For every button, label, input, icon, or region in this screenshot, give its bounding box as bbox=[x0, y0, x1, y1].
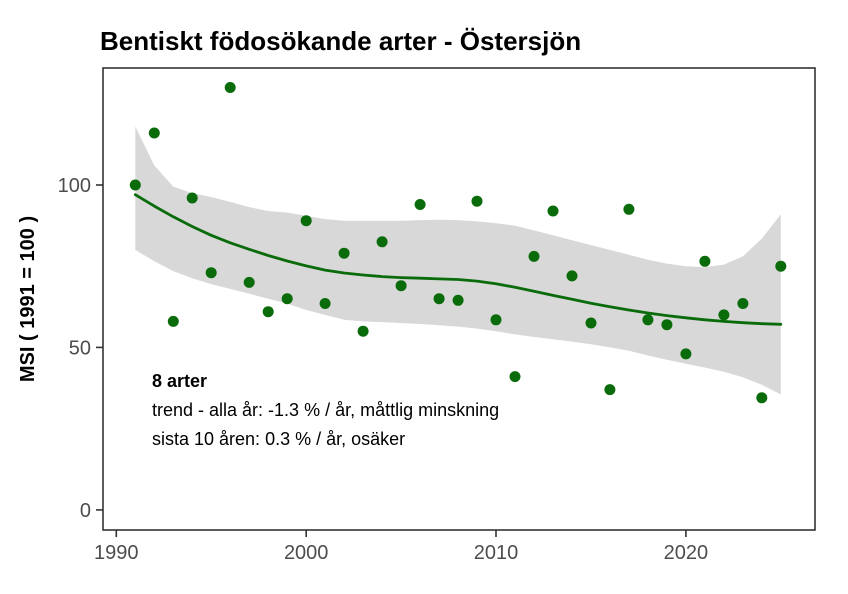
data-point bbox=[737, 298, 749, 309]
axes-layer: 1990 2000 2010 2020 0 50 100 bbox=[58, 175, 709, 564]
annotation-species-count: 8 arter bbox=[152, 371, 208, 391]
data-point bbox=[585, 317, 597, 329]
data-point bbox=[718, 309, 730, 321]
data-point bbox=[319, 298, 331, 309]
data-point bbox=[186, 192, 198, 204]
x-tick-label: 2020 bbox=[664, 542, 709, 564]
data-point bbox=[680, 348, 692, 360]
annotation-trend-all-years: trend - alla år: -1.3 % / år, måttlig mi… bbox=[152, 400, 500, 420]
data-point bbox=[623, 203, 635, 215]
confidence-band bbox=[135, 126, 781, 395]
data-point bbox=[509, 371, 521, 383]
data-point bbox=[452, 294, 464, 306]
data-point bbox=[528, 250, 540, 262]
panel-border bbox=[102, 67, 816, 531]
data-point bbox=[224, 82, 236, 93]
annotation-block: 8 arter trend - alla år: -1.3 % / år, må… bbox=[152, 367, 499, 454]
data-point bbox=[547, 205, 559, 217]
chart-title: Bentiskt födosökande arter - Östersjön bbox=[100, 26, 582, 56]
y-tick-label: 100 bbox=[58, 175, 91, 197]
data-point bbox=[756, 392, 768, 404]
data-point bbox=[642, 314, 654, 326]
data-point bbox=[300, 215, 312, 227]
confidence-band-layer bbox=[135, 126, 781, 395]
y-tick-label: 50 bbox=[69, 337, 91, 359]
trend-line bbox=[133, 193, 783, 326]
y-tick-label: 0 bbox=[80, 500, 91, 522]
data-point bbox=[661, 319, 673, 331]
data-point bbox=[205, 267, 217, 279]
data-point bbox=[433, 293, 445, 305]
data-point bbox=[376, 236, 388, 248]
data-point bbox=[129, 179, 141, 191]
data-point bbox=[281, 293, 293, 305]
data-point bbox=[148, 127, 160, 139]
data-point bbox=[395, 280, 407, 292]
y-axis-title: MSI ( 1991 = 100 ) bbox=[17, 216, 39, 382]
annotation-trend-last-10: sista 10 åren: 0.3 % / år, osäker bbox=[152, 429, 406, 449]
data-points-layer bbox=[129, 82, 787, 404]
data-point bbox=[243, 276, 255, 288]
data-point bbox=[699, 255, 711, 267]
data-point bbox=[414, 199, 426, 210]
x-tick-label: 2000 bbox=[284, 542, 329, 564]
trend-line-layer bbox=[133, 193, 783, 326]
data-point bbox=[262, 306, 274, 318]
x-tick-label: 1990 bbox=[94, 542, 139, 564]
data-point bbox=[490, 314, 502, 326]
data-point bbox=[566, 270, 578, 282]
data-point bbox=[604, 384, 616, 396]
x-tick-label: 2010 bbox=[474, 542, 519, 564]
data-point bbox=[338, 247, 350, 259]
data-point bbox=[357, 325, 369, 337]
data-point bbox=[167, 315, 179, 327]
data-point bbox=[471, 195, 483, 207]
data-point bbox=[775, 260, 787, 272]
